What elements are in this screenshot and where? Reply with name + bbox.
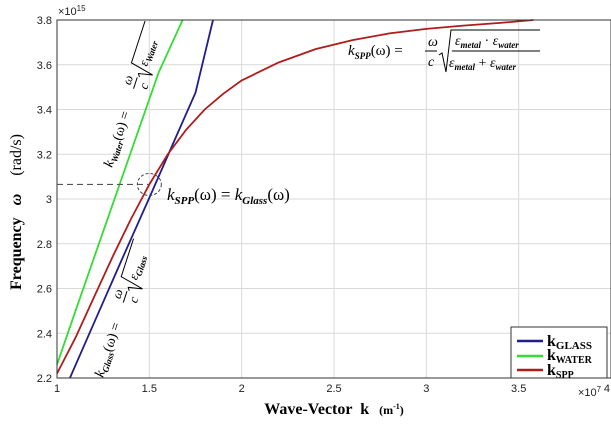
spp-den-plus: + xyxy=(475,56,490,71)
x-tick-label: 2 xyxy=(239,383,245,395)
x-axis-symbol: k xyxy=(360,401,369,418)
series-lines xyxy=(56,19,534,379)
spp-num-eps-b-sub: water xyxy=(498,40,519,50)
cross-k1: k xyxy=(167,185,175,204)
glass-frac-bar xyxy=(122,291,128,303)
y-multiplier: ×1015 xyxy=(58,4,86,18)
legend-spp-k: k xyxy=(547,362,556,379)
y-axis-symbol: ω xyxy=(8,194,25,206)
series-line-water xyxy=(56,19,184,365)
tick-labels: 1 1.5 2 2.5 3 3.5 4 2.2 2.4 2.6 2.8 3 3.2 3.4 3.6 3.8 xyxy=(37,15,610,395)
crossing-marker xyxy=(57,172,162,196)
glass-den: c xyxy=(125,294,141,304)
spp-num-dot: · xyxy=(481,34,493,49)
spp-den-eps-b-sub: water xyxy=(495,62,516,72)
plot-frame xyxy=(56,19,611,379)
cross-k2: k xyxy=(235,185,243,204)
spp-num-eps-b: ε xyxy=(493,34,499,49)
x-tick-label: 1.5 xyxy=(142,383,157,395)
x-tick-label: 3 xyxy=(423,383,429,395)
water-sqrt-sign xyxy=(130,20,153,78)
x-tick-label: 4 xyxy=(604,383,610,395)
y-tick-label: 3.8 xyxy=(37,15,52,27)
legend-glass-k: k xyxy=(547,333,556,350)
spp-den-eps-a-sub: metal xyxy=(455,62,476,72)
x-multiplier-base: ×10 xyxy=(578,387,597,399)
y-axis-title: Frequency ω (rad/s) xyxy=(8,134,25,290)
spp-lhs: kSPP(ω) = xyxy=(348,43,403,61)
x-axis-unit-close: ) xyxy=(400,403,404,417)
legend-label-spp: kSPP xyxy=(547,362,574,381)
spp-den-eps-b: ε xyxy=(490,56,496,71)
y-multiplier-base: ×10 xyxy=(58,6,77,18)
y-multiplier-exp: 15 xyxy=(77,4,86,13)
spp-lhs-sub: SPP xyxy=(355,51,372,61)
glass-eps-symbol: ε xyxy=(125,271,141,281)
x-axis-unit: (m xyxy=(379,403,393,417)
y-axis-label: Frequency xyxy=(8,217,25,290)
cross-mid: (ω) = xyxy=(194,185,235,204)
spp-sqrt-sign xyxy=(438,29,540,73)
y-tick-label: 2.2 xyxy=(37,373,52,385)
y-tick-label: 3.2 xyxy=(37,149,52,161)
legend-spp-sub: SPP xyxy=(556,370,574,381)
cross-k1-sub: SPP xyxy=(175,195,195,207)
spp-num-eps-a: ε xyxy=(455,34,461,49)
spp-lhs-arg: (ω) = xyxy=(371,43,403,59)
legend-glass-sub: GLASS xyxy=(556,340,592,352)
legend-water-k: k xyxy=(547,347,556,364)
legend-label-glass: kGLASS xyxy=(547,333,592,352)
spp-den-eps-a: ε xyxy=(449,56,455,71)
x-tick-label: 1 xyxy=(54,383,60,395)
x-axis-label: Wave-Vector xyxy=(264,401,352,418)
y-tick-label: 3.6 xyxy=(37,60,52,72)
x-multiplier-exp: 7 xyxy=(597,385,602,394)
glass-sqrt-sign xyxy=(120,238,143,291)
spp-frac-num: ω xyxy=(428,35,438,50)
spp-num: εmetal · εwater xyxy=(455,34,519,50)
water-frac-bar xyxy=(133,77,138,89)
y-tick-label: 3.4 xyxy=(37,105,52,117)
water-den: c xyxy=(135,81,151,91)
y-tick-label: 3 xyxy=(46,194,52,206)
glass-num: ω xyxy=(109,287,126,300)
y-axis-unit: (rad/s) xyxy=(8,134,25,176)
spp-den: εmetal + εwater xyxy=(449,56,516,72)
cross-end: (ω) xyxy=(267,185,290,204)
series-line-glass xyxy=(69,19,214,379)
glass-k: k xyxy=(93,368,109,379)
x-axis-unit-exp: -1 xyxy=(393,402,400,411)
spp-formula: kSPP(ω) = ω c εmetal · εwater εmetal + ε… xyxy=(348,29,540,73)
y-tick-label: 2.6 xyxy=(37,284,52,296)
x-tick-label: 3.5 xyxy=(511,383,526,395)
legend-water-sub: WATER xyxy=(556,355,593,366)
spp-lhs-k: k xyxy=(348,43,355,59)
water-num: ω xyxy=(119,73,136,86)
legend: kGLASS kWATER kSPP xyxy=(510,326,608,381)
spp-num-eps-a-sub: metal xyxy=(461,40,482,50)
series-line-spp xyxy=(56,19,534,374)
y-tick-label: 2.4 xyxy=(37,328,52,340)
y-tick-label: 2.8 xyxy=(37,239,52,251)
water-k: k xyxy=(102,158,118,169)
spp-frac-den: c xyxy=(428,55,435,70)
x-multiplier: ×107 xyxy=(578,385,602,399)
cross-k2-sub: Glass xyxy=(242,195,267,207)
x-tick-label: 2.5 xyxy=(326,383,341,395)
water-eps-symbol: ε xyxy=(136,57,152,67)
legend-label-water: kWATER xyxy=(547,347,593,366)
crossing-equation: kSPP(ω) = kGlass(ω) xyxy=(167,185,290,207)
crossing-circle xyxy=(136,172,162,196)
water-formula: kWater(ω) = ω c εWater xyxy=(102,20,160,169)
x-axis-title: Wave-Vector k (m-1) xyxy=(264,401,404,418)
